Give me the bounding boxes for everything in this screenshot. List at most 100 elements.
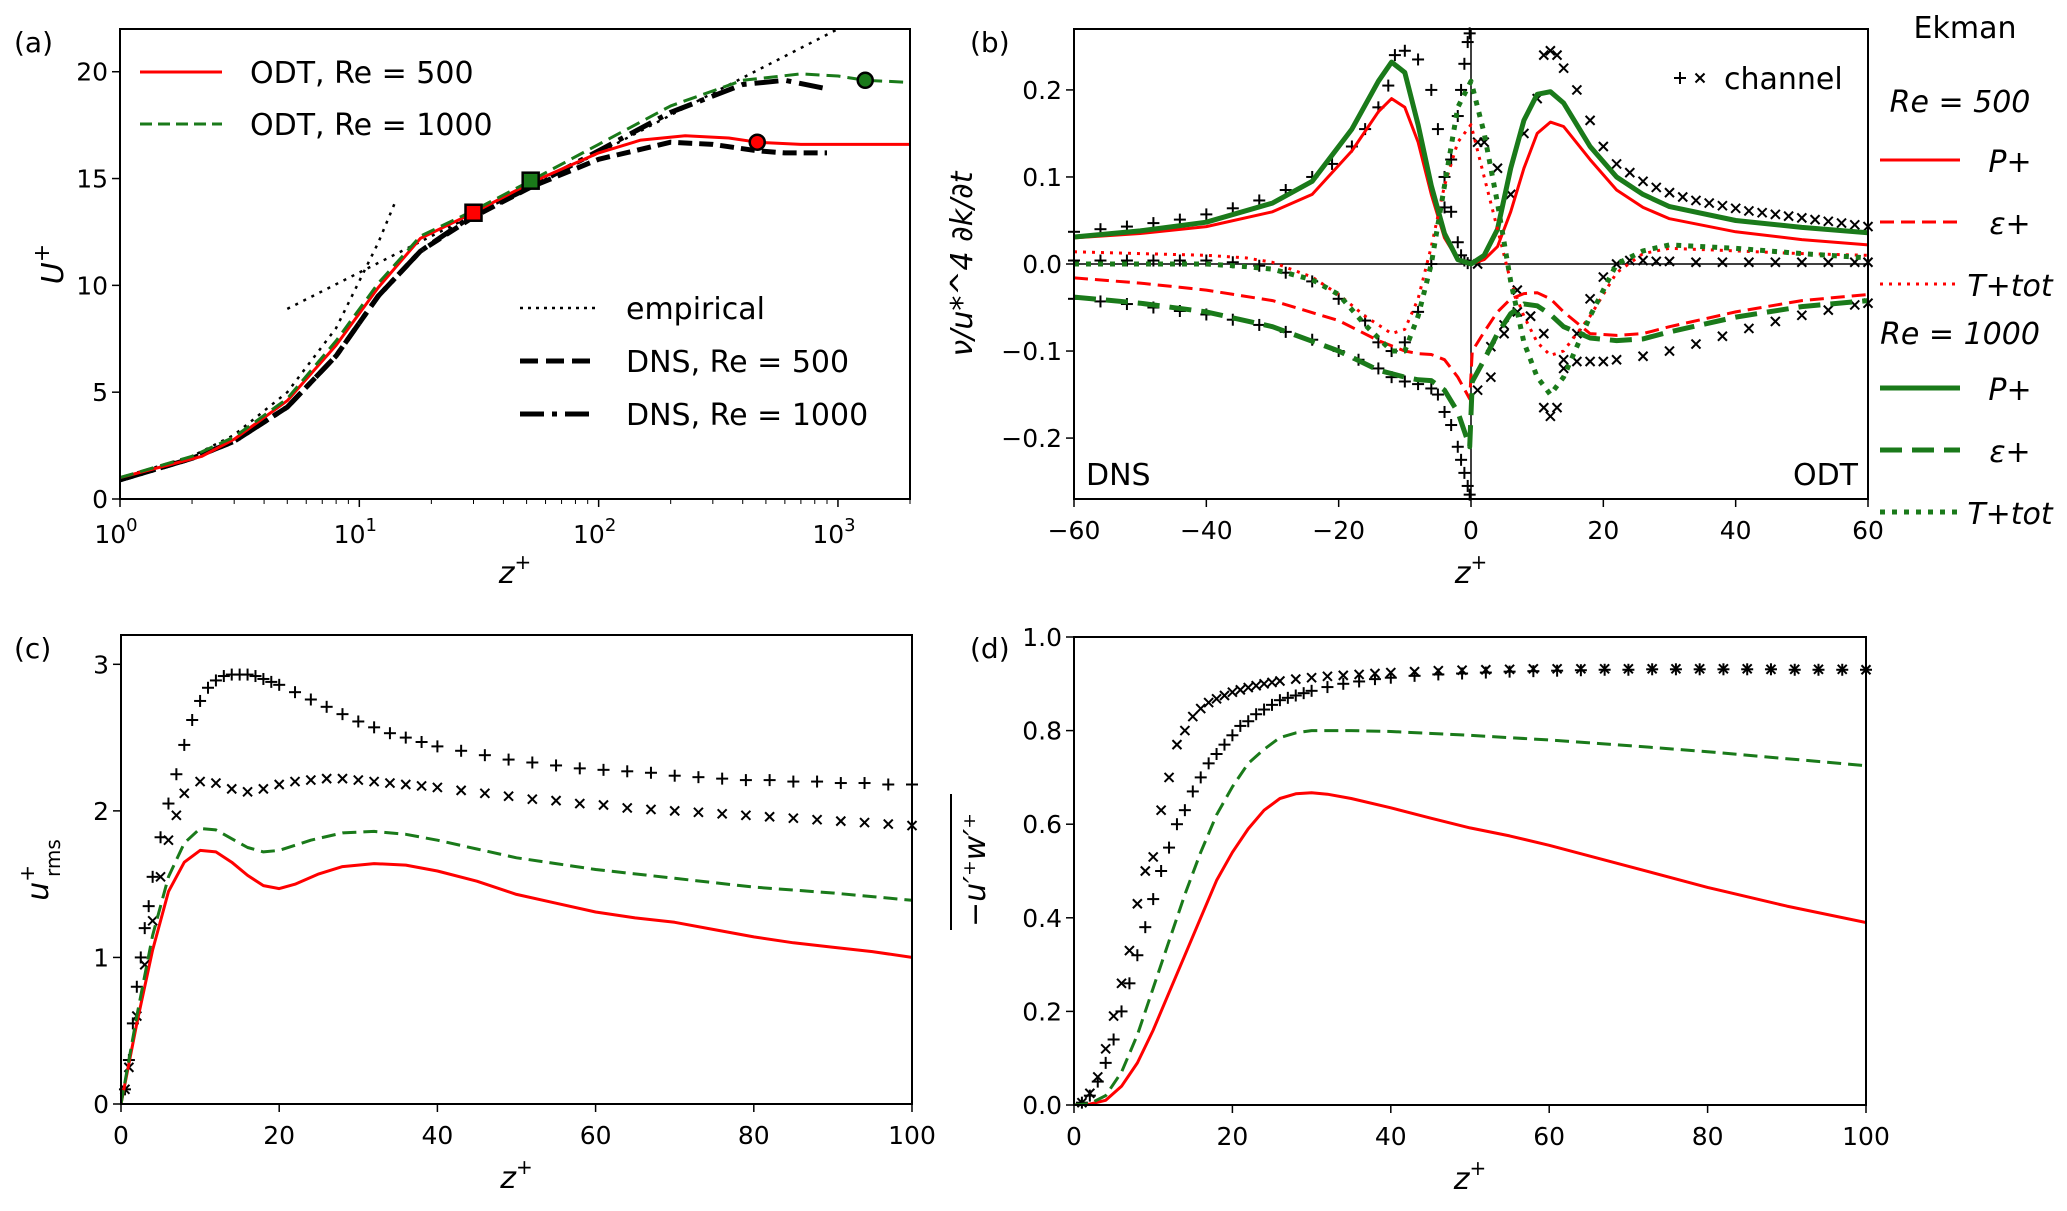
marker-plus	[162, 797, 175, 810]
marker-stroke	[1796, 212, 1808, 224]
marker-plus	[1412, 53, 1425, 66]
marker-plus	[739, 774, 752, 787]
marker-cross	[1227, 687, 1238, 698]
x-tick-label: 20	[1216, 1122, 1248, 1151]
marker-stroke	[1796, 257, 1808, 268]
y-tick-label: 20	[76, 58, 108, 87]
marker-stroke	[550, 795, 562, 806]
x-axis-label: z+	[499, 1155, 533, 1196]
marker-stroke	[1155, 804, 1167, 816]
marker-cross	[1551, 49, 1563, 61]
marker-cross	[1124, 945, 1135, 956]
panel-d: 0 20 40 60 80 100 0.0 0.2 0.4 0.6 0.8 1.0 z+ −u′⁺w′⁺	[950, 623, 1890, 1197]
marker-stroke	[669, 805, 680, 817]
marker-plus	[1451, 440, 1464, 453]
marker-plus	[1445, 205, 1458, 218]
marker-plus	[1253, 318, 1266, 331]
y-tick-label: 0.0	[1022, 250, 1062, 279]
marker-plus	[811, 775, 824, 788]
x-axis-label: z+	[498, 550, 532, 591]
marker-plus	[1372, 362, 1385, 375]
marker-cross	[1485, 371, 1497, 383]
marker-cross	[503, 791, 514, 802]
marker-cross	[835, 815, 847, 827]
marker-cross	[289, 776, 301, 787]
x-tick-label: 100	[888, 1121, 936, 1150]
series-odt1000	[1074, 729, 1866, 1105]
y-tick-label: 2	[93, 797, 109, 826]
marker-stroke	[1646, 663, 1658, 675]
series-odt1000	[121, 827, 912, 1104]
marker-stroke	[1409, 666, 1420, 677]
x-axis-label: z+	[1453, 1156, 1487, 1197]
marker-cross	[242, 786, 253, 798]
marker-cross	[1646, 663, 1658, 675]
marker-stroke	[1575, 663, 1587, 675]
marker-stroke	[1611, 354, 1622, 365]
marker-stroke	[321, 773, 332, 784]
marker-plus	[1083, 1089, 1096, 1102]
marker-cross	[321, 773, 332, 784]
marker-cross	[1670, 663, 1682, 675]
marker-cross	[788, 812, 799, 824]
marker-cross	[1690, 257, 1702, 268]
legend-label-empirical_visc: empirical	[626, 292, 765, 327]
marker-stroke	[1730, 203, 1741, 214]
y-tick-label: 0.6	[1022, 810, 1062, 839]
marker-cross	[163, 834, 174, 846]
marker-cross	[550, 795, 562, 806]
marker-stroke	[1227, 687, 1238, 698]
marker-stroke	[1598, 356, 1609, 367]
marker-plus	[834, 777, 847, 790]
marker-stroke	[1558, 354, 1569, 365]
x-tick-label: −40	[1180, 516, 1233, 545]
marker-plus	[502, 753, 515, 766]
marker-stroke	[1690, 195, 1702, 206]
marker-cross	[258, 783, 269, 795]
marker-plus	[1250, 708, 1263, 721]
series-odt1000	[120, 72, 910, 480]
marker-stroke	[1796, 310, 1808, 321]
marker-cross	[1266, 677, 1278, 688]
marker-plus	[1202, 757, 1215, 770]
marker-plus	[1337, 677, 1350, 690]
marker-cross	[1179, 725, 1191, 736]
x-tick-label: 80	[1692, 1122, 1724, 1151]
marker-cross	[171, 810, 182, 821]
marker-cross	[1694, 663, 1705, 675]
marker-plus	[1147, 893, 1160, 906]
marker-cross	[1677, 191, 1688, 203]
marker-stroke	[1741, 663, 1753, 675]
marker-stroke	[1823, 257, 1834, 268]
marker-plus	[178, 738, 191, 751]
x-tick-label: 101	[334, 515, 377, 549]
marker-cross	[155, 871, 166, 883]
x-axis-label-sup: +	[1470, 550, 1487, 574]
marker-square-green	[521, 171, 540, 190]
marker-cross	[1551, 663, 1563, 675]
marker-stroke	[1353, 669, 1365, 680]
marker-cross	[811, 814, 823, 825]
marker-stroke	[1783, 210, 1794, 222]
marker-plus	[289, 686, 302, 699]
marker-cross	[1211, 693, 1222, 704]
x-tick-label: 0	[113, 1121, 129, 1150]
marker-cross	[1203, 697, 1214, 708]
marker-cross	[1584, 115, 1596, 126]
marker-cross	[1717, 257, 1728, 268]
marker-plus	[1139, 921, 1152, 934]
y-tick-label: 0.2	[1022, 997, 1062, 1026]
marker-stroke	[1599, 663, 1610, 675]
x-tick-exponent: 1	[365, 515, 376, 536]
marker-stroke	[1770, 257, 1781, 268]
marker-stroke	[289, 776, 301, 787]
legend-group-title: Re = 1000	[1880, 317, 2040, 352]
marker-stroke	[1637, 351, 1649, 362]
marker-stroke	[305, 774, 317, 786]
marker-plus	[550, 759, 563, 772]
marker-stroke	[1849, 219, 1860, 231]
marker-plus	[1445, 419, 1458, 432]
marker-stroke	[835, 815, 847, 827]
marker-cross	[1598, 141, 1609, 152]
